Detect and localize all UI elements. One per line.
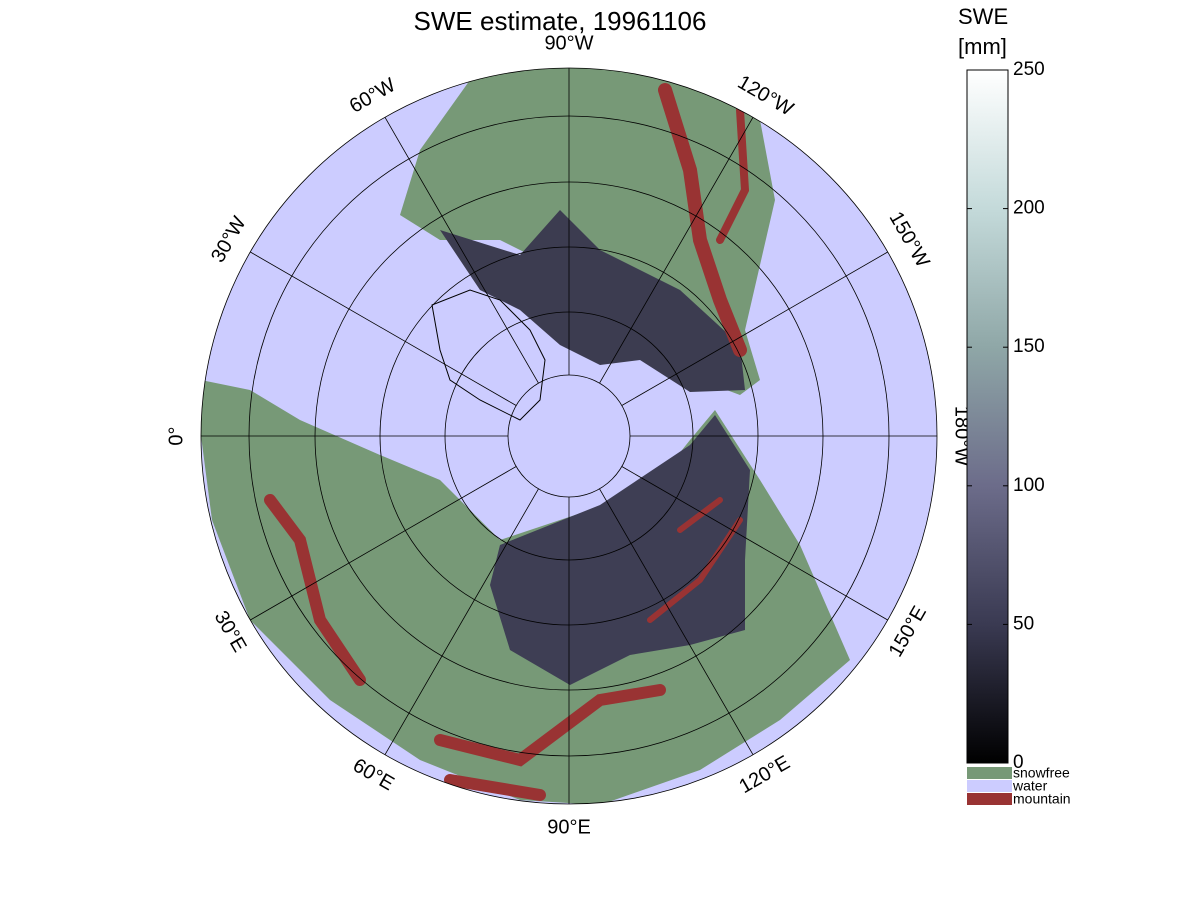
meridian-line	[250, 466, 517, 621]
title: SWE estimate, 19961106	[414, 6, 707, 36]
legend-swatch	[967, 780, 1012, 792]
colorbar-tick-label: 0	[1013, 752, 1024, 773]
snow-siberia	[490, 415, 750, 685]
legend-label: mountain	[1013, 791, 1071, 807]
colorbar-tick-label: 50	[1013, 613, 1034, 634]
meridian-line	[384, 117, 539, 384]
meridian-label: 60°E	[349, 754, 398, 795]
meridian-line	[621, 251, 888, 406]
colorbar-tick-label: 100	[1013, 475, 1045, 496]
meridian-line	[599, 117, 754, 384]
meridian-line	[384, 488, 539, 755]
colorbar-tick-label: 150	[1013, 336, 1045, 357]
meridian-line	[621, 466, 888, 621]
legend-label: snowfree	[1013, 765, 1070, 781]
mountain-rockies	[658, 83, 747, 357]
meridian-label: 90°W	[544, 32, 593, 54]
snow-canada	[440, 210, 745, 392]
colorbar-label: [mm]	[958, 34, 1007, 59]
meridian-label: 60°W	[346, 74, 400, 118]
greenland	[431, 289, 546, 421]
colorbar-tick-label: 250	[1013, 59, 1045, 80]
meridian-label: 30°E	[210, 607, 251, 656]
meridian-label: 90°E	[547, 816, 591, 838]
legend-swatch	[967, 793, 1012, 805]
legend-swatch	[967, 767, 1012, 779]
colorbar-tick-label: 200	[1013, 198, 1045, 219]
colorbar-label: SWE	[958, 4, 1008, 29]
meridian-line	[250, 251, 517, 406]
colorbar: SWE [mm] 0 50 100 150 200 250 snowfreewatermount…	[958, 4, 1071, 807]
meridian-label: 0°	[165, 426, 187, 445]
map-layers	[201, 68, 937, 804]
legend-label: water	[1012, 778, 1048, 794]
meridian-line	[599, 488, 754, 755]
colorbar-scale	[966, 69, 1009, 764]
meridian-label: 30°W	[207, 213, 251, 267]
mountain-asia	[264, 494, 666, 801]
